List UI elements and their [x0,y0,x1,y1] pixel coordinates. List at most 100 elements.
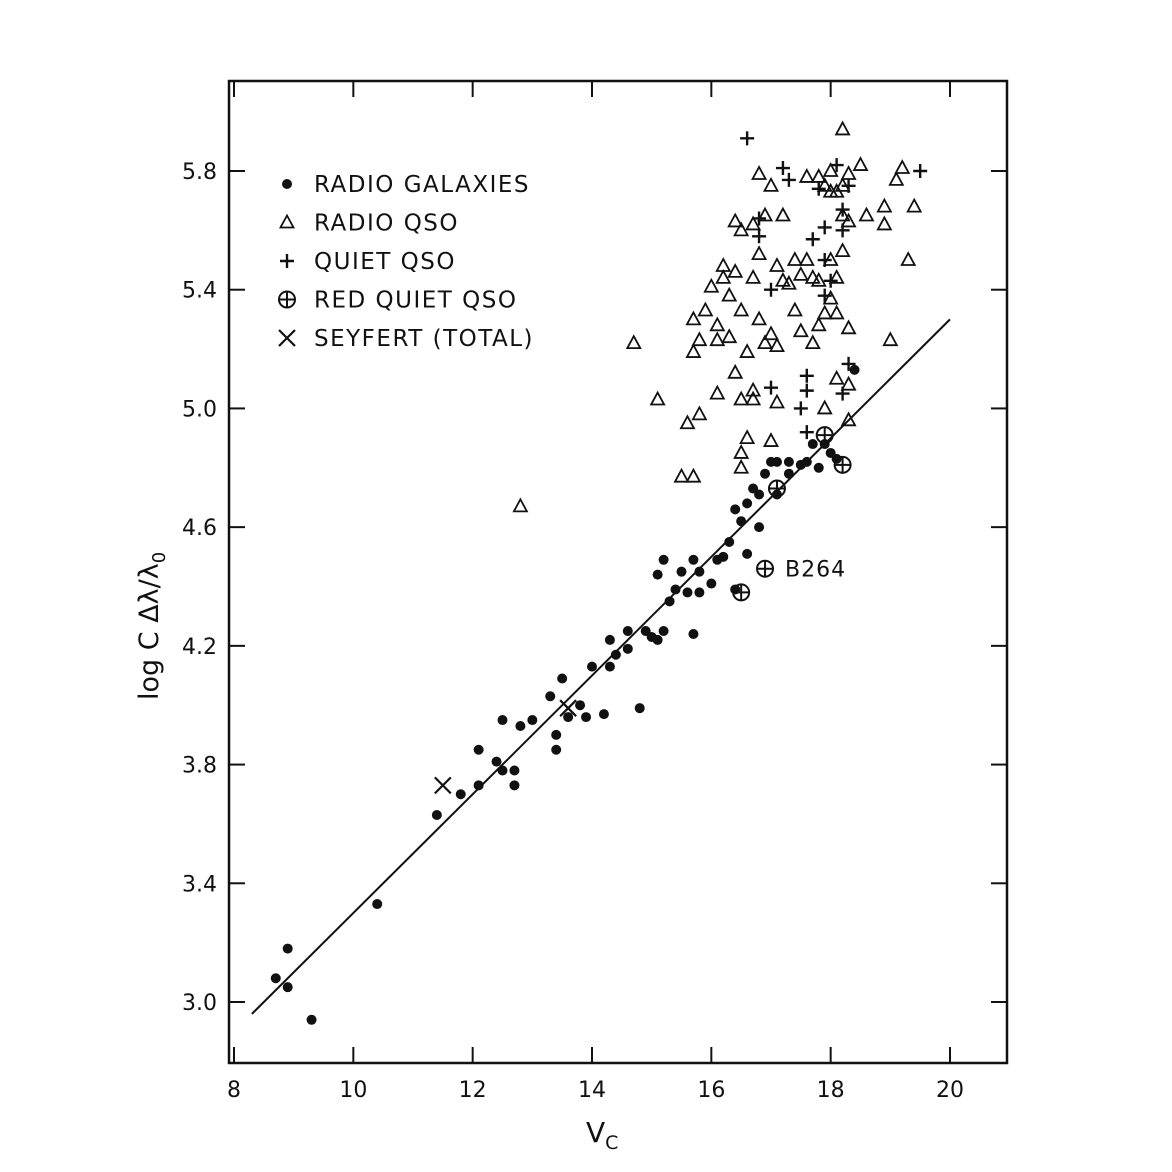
dot-shape [801,456,812,467]
radio-galaxy-point [718,551,729,562]
radio-qso-point [685,310,702,326]
dot-shape [783,468,794,479]
radio-galaxy-point [557,673,568,684]
radio-galaxy-point [688,554,699,565]
x-tick-label: 8 [227,1078,241,1103]
radio-galaxy-point [509,780,520,791]
radio-qso-point [834,206,851,222]
axis-ticks [229,81,1007,1063]
plot-frame [227,79,1009,1065]
dot-shape [557,673,568,684]
radio-qso-point [685,343,702,358]
dot-shape [634,703,645,714]
x-tick-label: 20 [936,1078,964,1103]
quiet-qso-point [764,380,778,395]
dot-shape [270,973,281,984]
radio-qso-point [906,197,923,213]
triangle-shape [840,375,857,391]
x-tick-labels: 8 10 12 14 16 18 20 [227,1078,964,1103]
triangle-shape [768,337,785,353]
radio-qso-point [840,411,857,427]
dot-shape [473,780,484,791]
dot-shape [545,691,556,702]
radio-qso-point [697,301,714,317]
plus-shape [829,158,844,173]
y-tick-label: 5.8 [182,160,217,185]
red-quiet-qso-point [732,583,751,602]
dot-shape [664,596,675,607]
triangle-shape [852,156,869,171]
radio-galaxy-point [724,536,735,547]
radio-qso-point [768,337,785,353]
quiet-qso-point [799,383,814,398]
red-quiet-qso-point [833,455,852,474]
triangle-shape [697,301,714,317]
triangle-shape [810,271,827,287]
triangle-shape [822,289,839,305]
radio-galaxy-point [587,661,597,672]
triangle-shape [679,414,696,430]
triangle-shape [840,319,857,335]
dot-shape [491,756,502,767]
plus-shape [764,380,778,395]
plus-shape [799,425,814,440]
quiet-qso-point [835,223,850,238]
triangle-shape [709,384,726,400]
radio-galaxy-point [652,634,663,645]
y-tick-label: 3.0 [182,991,217,1016]
triangle-shape [816,304,833,320]
triangle-shape [762,176,780,192]
radio-galaxy-point [306,1014,317,1025]
triangle-shape [691,405,708,421]
plus-shape [835,386,850,401]
plus-shape [764,282,778,297]
radio-qso-point [804,334,821,350]
triangle-shape [685,310,702,326]
triangle-shape [691,331,708,347]
triangle-shape [733,390,750,406]
triangle-shape [774,271,791,287]
cross-shape [434,776,452,795]
quiet-qso-point [799,425,814,440]
radio-galaxy-point [634,703,645,714]
plus-shape [841,356,856,371]
plus-shape [768,480,785,497]
dot-shape [473,744,484,755]
triangle-shape [745,268,762,284]
triangle-shape [876,215,893,231]
x-tick-label: 12 [459,1078,487,1103]
triangle-shape [786,301,803,317]
y-tick-label: 4.2 [182,635,217,660]
radio-qso-point [709,316,726,332]
red-quiet-qso-point [767,479,786,498]
dot-shape [306,1014,317,1025]
plus-shape [835,223,850,238]
dot-shape [604,661,615,672]
dot-shape [587,661,597,672]
plus-shape [775,161,790,176]
x-axis-title-sub: C [605,1132,618,1154]
dot-shape [807,439,818,450]
triangle-shape [858,206,875,222]
radio-galaxy-point [497,715,508,726]
plus-shape [817,288,832,303]
radio-galaxy-point [658,554,669,565]
radio-galaxy-point [849,364,860,375]
dot-shape [688,628,699,639]
legend-label-cross: SEYFERT (TOTAL) [314,326,534,352]
radio-qso-point [751,165,768,180]
triangle-shape [816,176,833,192]
radio-qso-point [840,212,857,228]
radio-galaxy-point [282,943,293,954]
legend-marker-cross [278,329,296,347]
dot-shape [742,498,753,509]
radio-galaxy-point [813,462,824,473]
radio-qso-point [715,268,732,284]
triangle-shape [828,369,845,385]
triangle-shape [906,197,923,213]
radio-galaxy-point [736,516,747,527]
triangle-shape [762,325,780,341]
quiet-qso-point [752,211,767,226]
plus-shape [805,232,820,247]
triangle-shape [733,221,750,237]
